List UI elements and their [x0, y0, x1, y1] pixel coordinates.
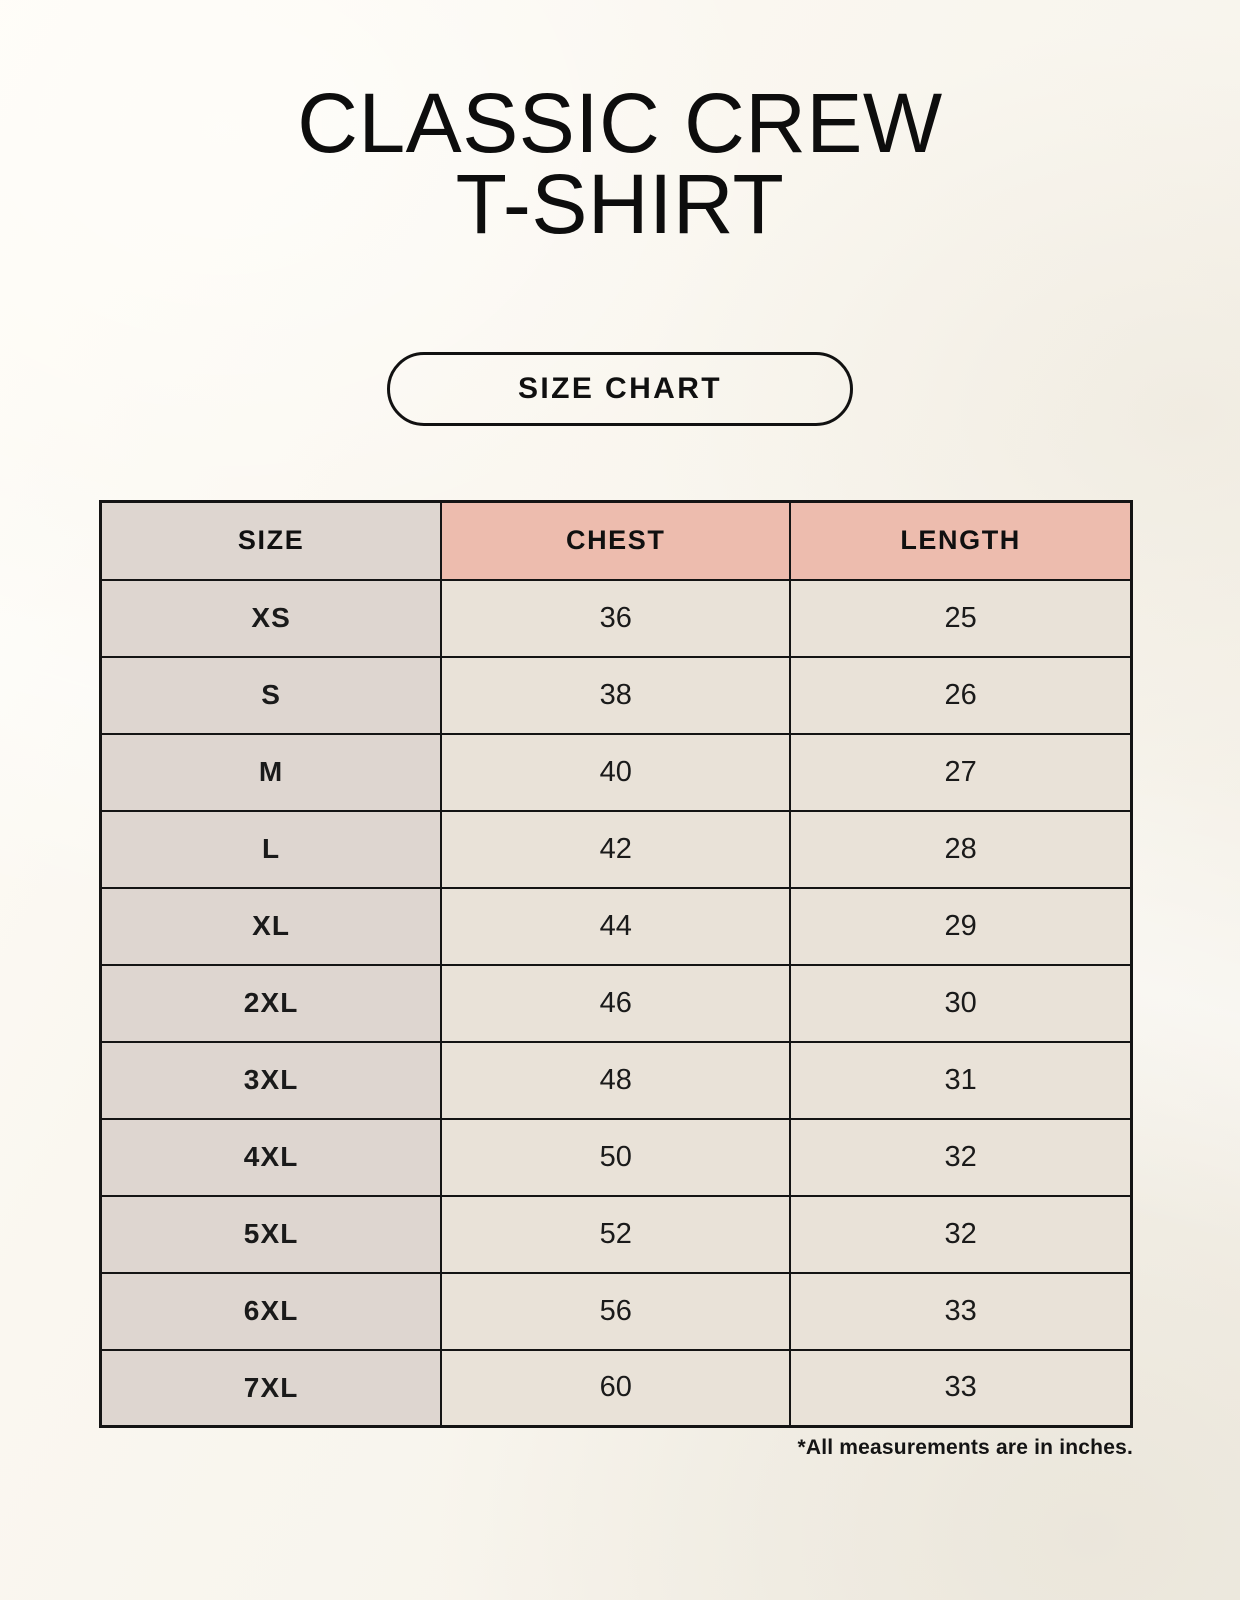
cell-length: 28 — [789, 809, 1133, 889]
cell-length: 32 — [789, 1194, 1133, 1274]
cell-chest: 36 — [440, 578, 792, 658]
cell-size: 4XL — [99, 1117, 443, 1197]
cell-size: 2XL — [99, 963, 443, 1043]
size-table-container: SIZE CHEST LENGTH XS 36 25 S 38 26 M — [99, 500, 1133, 1428]
table-row: L 42 28 — [99, 809, 1133, 889]
page-title: CLASSIC CREW T-SHIRT — [297, 76, 943, 252]
cell-length: 25 — [789, 578, 1133, 658]
badge-container: SIZE CHART — [0, 352, 1240, 426]
size-table: SIZE CHEST LENGTH XS 36 25 S 38 26 M — [99, 500, 1133, 1428]
column-header-chest: CHEST — [440, 500, 792, 581]
table-body: XS 36 25 S 38 26 M 40 27 L 42 28 — [99, 578, 1133, 1428]
cell-length: 30 — [789, 963, 1133, 1043]
table-row: 5XL 52 32 — [99, 1194, 1133, 1274]
table-header-row: SIZE CHEST LENGTH — [99, 500, 1133, 581]
cell-chest: 38 — [440, 655, 792, 735]
cell-size: 3XL — [99, 1040, 443, 1120]
table-row: 3XL 48 31 — [99, 1040, 1133, 1120]
table-row: S 38 26 — [99, 655, 1133, 735]
cell-chest: 40 — [440, 732, 792, 812]
cell-chest: 48 — [440, 1040, 792, 1120]
cell-length: 26 — [789, 655, 1133, 735]
cell-chest: 56 — [440, 1271, 792, 1351]
cell-length: 32 — [789, 1117, 1133, 1197]
cell-chest: 42 — [440, 809, 792, 889]
cell-size: L — [99, 809, 443, 889]
table-row: 6XL 56 33 — [99, 1271, 1133, 1351]
cell-size: XL — [99, 886, 443, 966]
cell-size: 6XL — [99, 1271, 443, 1351]
table-row: 2XL 46 30 — [99, 963, 1133, 1043]
cell-size: 5XL — [99, 1194, 443, 1274]
table-row: 4XL 50 32 — [99, 1117, 1133, 1197]
cell-size: S — [99, 655, 443, 735]
cell-length: 31 — [789, 1040, 1133, 1120]
table-row: 7XL 60 33 — [99, 1348, 1133, 1428]
column-header-size: SIZE — [99, 500, 443, 581]
cell-size: M — [99, 732, 443, 812]
cell-length: 29 — [789, 886, 1133, 966]
column-header-length: LENGTH — [789, 500, 1133, 581]
cell-length: 27 — [789, 732, 1133, 812]
cell-size: XS — [99, 578, 443, 658]
cell-size: 7XL — [99, 1348, 443, 1428]
table-row: M 40 27 — [99, 732, 1133, 812]
cell-chest: 46 — [440, 963, 792, 1043]
table-row: XS 36 25 — [99, 578, 1133, 658]
measurement-unit-note: *All measurements are in inches. — [797, 1436, 1133, 1459]
cell-chest: 60 — [440, 1348, 792, 1428]
size-chart-badge: SIZE CHART — [387, 352, 853, 426]
cell-chest: 44 — [440, 886, 792, 966]
cell-length: 33 — [789, 1348, 1133, 1428]
table-header: SIZE CHEST LENGTH — [99, 500, 1133, 581]
table-row: XL 44 29 — [99, 886, 1133, 966]
cell-chest: 52 — [440, 1194, 792, 1274]
cell-length: 33 — [789, 1271, 1133, 1351]
cell-chest: 50 — [440, 1117, 792, 1197]
